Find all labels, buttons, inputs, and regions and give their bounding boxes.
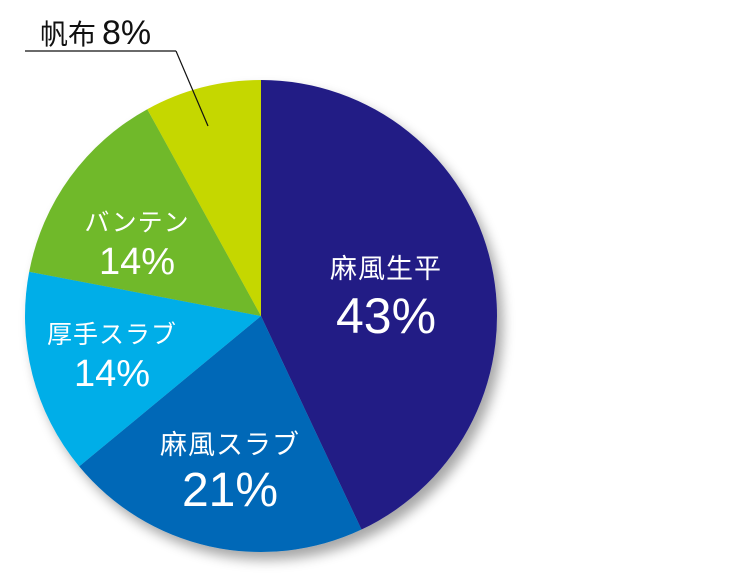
slice-canvas	[147, 80, 261, 316]
slice-percent: 8%	[102, 14, 152, 52]
leader-line-diagonal	[175, 50, 209, 127]
slice-name: 厚手スラブ	[46, 320, 177, 349]
slice-percent: 14%	[98, 241, 176, 283]
slice-name: 帆布	[40, 18, 97, 51]
slice-thick-slub	[25, 271, 261, 467]
slice-percent: 43%	[335, 288, 437, 344]
slice-label-thick-slub: 厚手スラブ 14%	[42, 322, 182, 393]
slice-name: 麻風生平	[330, 254, 442, 285]
slice-linen-slub	[79, 316, 362, 552]
slice-banten	[29, 109, 262, 316]
slice-name: バンテン	[84, 208, 190, 237]
slice-label-linen-slub: 麻風スラブ 21%	[150, 432, 310, 515]
slice-name: 麻風スラブ	[160, 430, 300, 461]
slice-linen-plain	[261, 80, 497, 530]
slice-label-banten: バンテン 14%	[72, 210, 202, 281]
callout-label-canvas: 帆布 8%	[40, 16, 151, 50]
slice-percent: 21%	[181, 464, 279, 517]
slice-label-linen-plain: 麻風生平 43%	[316, 256, 456, 341]
slice-percent: 14%	[73, 353, 151, 395]
